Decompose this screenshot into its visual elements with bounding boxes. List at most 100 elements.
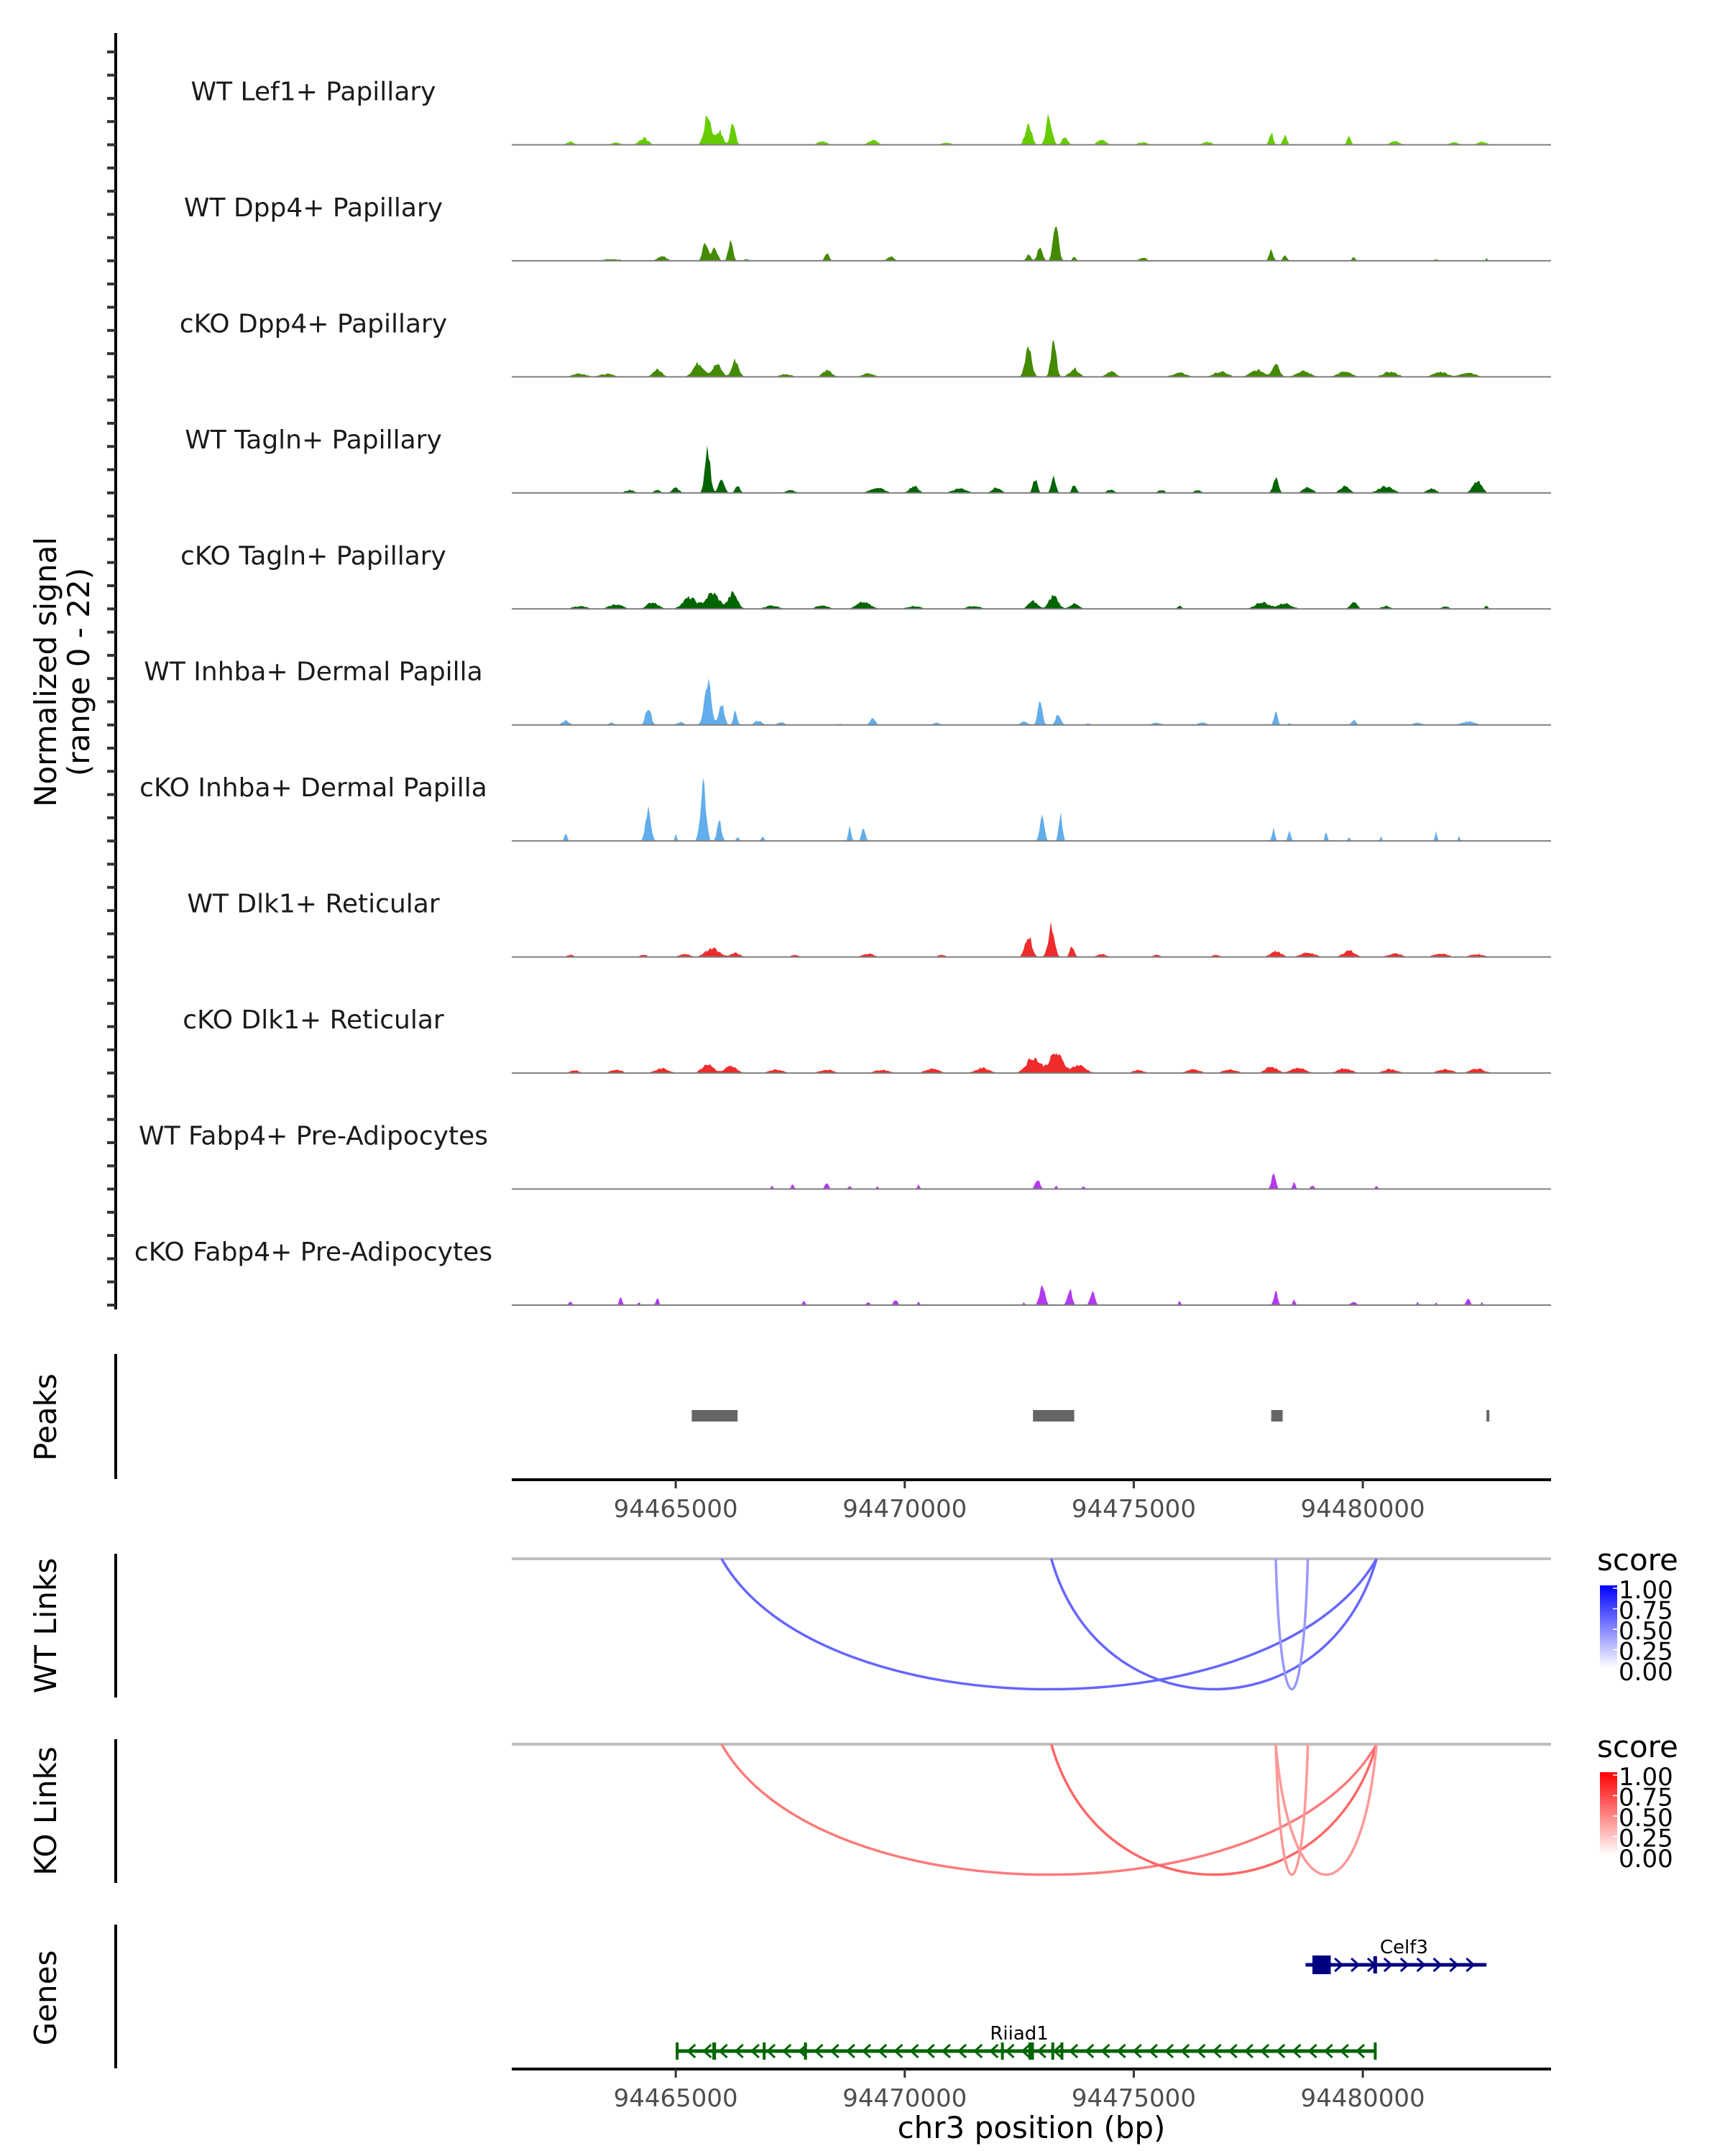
coverage-area [512,1053,1551,1074]
ko-links-track [512,1743,1551,1876]
strand-chevron [1100,2043,1110,2059]
coverage-track: WT Dpp4+ Papillary [184,193,1551,262]
strand-chevron [1416,1957,1426,1973]
track-label: cKO Fabp4+ Pre-Adipocytes [134,1238,492,1267]
strand-chevron [1052,2043,1062,2059]
coverage-y-ticks [107,50,116,1307]
x-tick-label: 94470000 [842,2084,967,2113]
strand-chevron [814,2043,824,2059]
coverage-area [512,1285,1551,1305]
legend-tick-label: 1.00 [1619,1576,1673,1605]
strand-chevron [1021,2043,1031,2059]
wt-links-label: WT Links [28,1558,63,1693]
strand-chevron [702,2043,712,2059]
coverage-track: cKO Tagln+ Papillary [180,541,1551,610]
track-label: WT Fabp4+ Pre-Adipocytes [139,1122,488,1151]
coverage-area [512,778,1551,842]
track-label: cKO Tagln+ Papillary [180,541,446,571]
strand-chevron [1085,2043,1095,2059]
link-arc [720,1558,1378,1691]
genes-track: Celf3 Riiad1 [676,1937,1487,2060]
strand-chevron [1449,1957,1459,1973]
coverage-track: WT Tagln+ Papillary [185,425,1551,494]
coverage-ylabel: Normalized signal (range 0 - 22) [28,537,96,807]
strand-chevron [861,2043,872,2059]
legend-tick-label: 0.50 [1619,1617,1673,1646]
gene-exon [712,2042,717,2060]
coverage-ylabel-line1: Normalized signal [28,537,63,807]
strand-chevron [1351,1957,1361,1973]
coverage-area [512,591,1551,609]
legend-tick-label: 0.50 [1619,1804,1673,1833]
track-label: WT Tagln+ Papillary [185,425,442,455]
link-arc [1274,1558,1310,1690]
ko-links-label: KO Links [28,1746,63,1876]
wt-links-label-text: WT Links [28,1558,63,1693]
track-label: cKO Dpp4+ Papillary [180,309,447,338]
strand-chevron [1116,2043,1126,2059]
strand-chevron [1180,2043,1190,2059]
coverage-track: WT Lef1+ Papillary [191,77,1551,146]
legend-tick-label: 0.00 [1619,1845,1673,1874]
strand-chevron [686,2043,696,2059]
gene-exon [676,2042,679,2060]
ko-links-label-text: KO Links [28,1746,63,1876]
coverage-track: WT Inhba+ Dermal Papilla [144,658,1551,726]
x-tick-label: 94465000 [614,1495,738,1524]
strand-chevron [909,2043,919,2059]
link-arc [1050,1558,1378,1691]
strand-chevron [734,2043,744,2059]
strand-chevron [1275,2043,1286,2059]
strand-chevron [1005,2043,1015,2059]
legend-tick-label: 0.75 [1619,1597,1673,1626]
strand-chevron [972,2043,983,2059]
strand-chevron [1466,1957,1476,1973]
x-tick-label: 94475000 [1072,1495,1196,1524]
track-label: WT Dlk1+ Reticular [187,890,439,919]
strand-chevron [1259,2043,1270,2059]
gene-exon [763,2042,766,2060]
strand-chevron [1036,2043,1046,2059]
strand-chevron [765,2043,776,2059]
strand-chevron [1243,2043,1254,2059]
x-axis-bottom-ticks: 94465000 94470000 94475000 94480000 [614,2069,1425,2113]
coverage-area [512,114,1551,145]
coverage-area [512,226,1551,261]
legend-colorbar [1600,1585,1617,1668]
coverage-track: cKO Dpp4+ Papillary [180,309,1551,378]
peak-region [1033,1410,1075,1422]
link-arc [1050,1743,1378,1876]
gene-label: Celf3 [1380,1937,1428,1958]
peaks-label: Peaks [28,1373,63,1461]
strand-chevron [925,2043,935,2059]
legend-colorbar [1600,1772,1617,1855]
strand-chevron [1292,2043,1302,2059]
x-axis-top-ticks: 94465000 94470000 94475000 94480000 [614,1480,1425,1524]
track-label: WT Inhba+ Dermal Papilla [144,658,482,687]
gene-exon [1028,2042,1034,2060]
strand-chevron [1196,2043,1206,2059]
strand-chevron [989,2043,999,2059]
gene: Riiad1 [676,2023,1377,2060]
strand-chevron [1432,1957,1443,1973]
peak-region [691,1410,738,1422]
gene-label: Riiad1 [990,2023,1049,2045]
x-axis-title: chr3 position (bp) [898,2110,1166,2145]
coverage-track: WT Dlk1+ Reticular [187,890,1551,958]
coverage-area [512,921,1551,957]
peaks-label-text: Peaks [28,1373,63,1461]
x-tick-label: 94480000 [1301,2084,1425,2113]
coverage-area [512,1173,1551,1189]
coverage-tracks: WT Lef1+ Papillary WT Dpp4+ Papillary cKO … [134,77,1551,1306]
gene-exon [1060,2042,1064,2060]
gene-exon [1051,2042,1054,2060]
coverage-area [512,678,1551,725]
gene-exon [1374,2042,1377,2060]
strand-chevron [750,2043,760,2059]
x-tick-label: 94470000 [842,1495,967,1524]
legend-tick-label: 0.00 [1619,1658,1673,1687]
link-arc [1274,1743,1310,1876]
legend-title: score [1597,1542,1678,1577]
